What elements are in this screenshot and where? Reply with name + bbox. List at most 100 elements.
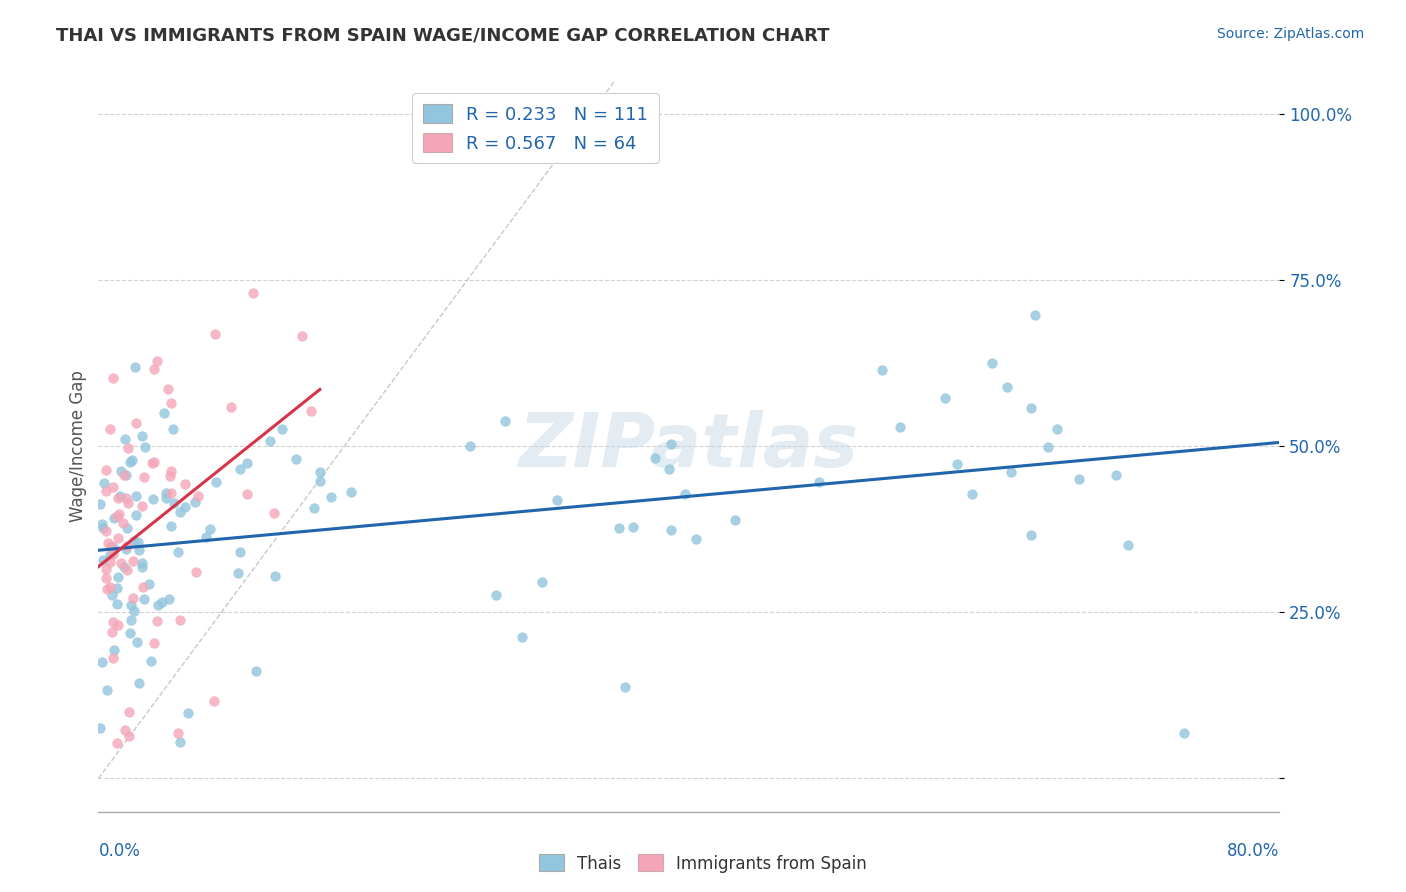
Point [107,581,129,595]
Point [546,492,568,507]
Point [299,404,322,418]
Point [120,613,142,627]
Point [110,464,132,478]
Point [118,730,141,744]
Point [264,569,287,583]
Point [173,476,195,491]
Point [125,635,148,649]
Point [110,556,132,570]
Point [609,521,631,535]
Point [91,521,114,535]
Point [169,735,191,749]
Point [121,591,143,605]
Point [194,530,217,544]
Point [807,475,830,490]
Point [132,592,155,607]
Point [89,497,111,511]
Point [308,474,330,488]
Point [285,451,308,466]
Point [494,414,516,428]
Point [724,513,747,527]
Point [98,548,121,562]
Point [94,571,117,585]
Point [995,380,1018,394]
Point [97,536,120,550]
Point [271,422,294,436]
Point [204,694,226,708]
Point [103,643,125,657]
Point [187,489,209,503]
Point [100,539,122,553]
Point [118,705,141,719]
Point [131,559,153,574]
Point [160,519,183,533]
Point [103,511,125,525]
Point [125,416,148,430]
Point [1024,308,1046,322]
Text: THAI VS IMMIGRANTS FROM SPAIN WAGE/INCOME GAP CORRELATION CHART: THAI VS IMMIGRANTS FROM SPAIN WAGE/INCOM… [56,27,830,45]
Point [146,354,169,368]
Text: Source: ZipAtlas.com: Source: ZipAtlas.com [1216,27,1364,41]
Point [960,486,983,500]
Point [1038,440,1060,454]
Point [107,618,129,632]
Point [98,422,121,436]
Text: ZIPatlas: ZIPatlas [519,409,859,483]
Point [105,597,128,611]
Point [131,556,153,570]
Point [115,521,138,535]
Point [94,524,117,538]
Point [125,489,148,503]
Point [107,491,129,505]
Point [143,455,166,469]
Point [160,486,183,500]
Point [107,570,129,584]
Point [1000,465,1022,479]
Point [96,561,118,575]
Point [114,432,136,446]
Point [128,542,150,557]
Point [146,615,169,629]
Point [934,391,956,405]
Point [870,363,893,377]
Point [184,566,207,580]
Point [302,501,325,516]
Point [90,517,112,532]
Point [101,588,124,602]
Point [221,401,243,415]
Text: 0.0%: 0.0% [98,842,141,860]
Point [1019,528,1042,542]
Point [889,419,911,434]
Point [101,371,124,385]
Point [101,547,124,561]
Point [132,580,155,594]
Point [458,439,481,453]
Point [685,532,707,546]
Point [291,329,314,343]
Point [205,475,228,490]
Point [111,516,134,530]
Point [946,457,969,471]
Point [1067,472,1090,486]
Point [150,595,173,609]
Point [124,508,146,522]
Point [644,450,666,465]
Point [127,534,149,549]
Point [157,591,180,606]
Point [141,655,163,669]
Point [166,726,188,740]
Point [319,490,342,504]
Point [108,507,131,521]
Point [159,468,181,483]
Point [226,566,249,580]
Point [142,636,165,650]
Point [115,467,138,482]
Point [173,500,195,515]
Point [204,326,226,341]
Point [236,456,259,470]
Point [1173,726,1195,740]
Point [169,505,191,519]
Point [229,461,252,475]
Point [107,736,129,750]
Point [91,553,114,567]
